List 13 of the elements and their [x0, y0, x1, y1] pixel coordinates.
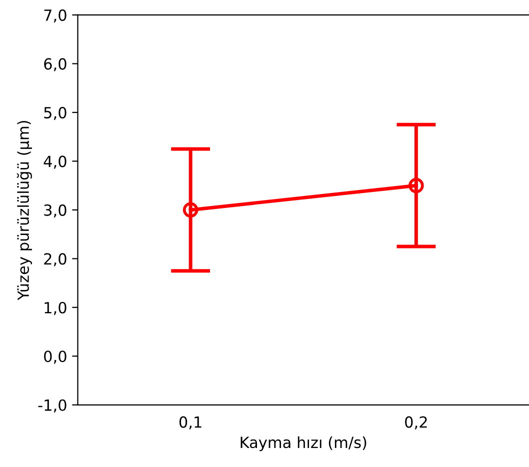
y-tick-label: 1,0 — [44, 302, 66, 315]
y-tick-label: 4,0 — [44, 156, 66, 169]
y-tick-label: 5,0 — [44, 106, 66, 120]
y-tick-label: 2,0 — [44, 253, 66, 266]
y-axis-title: Yüzey pürüzlülüğü (µm) — [16, 120, 32, 300]
y-tick-label: -1,0 — [38, 399, 66, 412]
y-tick-label: 6,0 — [44, 58, 66, 72]
x-tick-label: 0,2 — [405, 416, 427, 430]
y-tick-label: 0,0 — [44, 350, 66, 364]
y-tick-label: 3,0 — [44, 204, 66, 218]
y-tick-label: 7,0 — [44, 9, 66, 23]
x-tick-label: 0,1 — [179, 416, 202, 430]
x-axis-title: Kayma hızı (m/s) — [240, 436, 366, 452]
